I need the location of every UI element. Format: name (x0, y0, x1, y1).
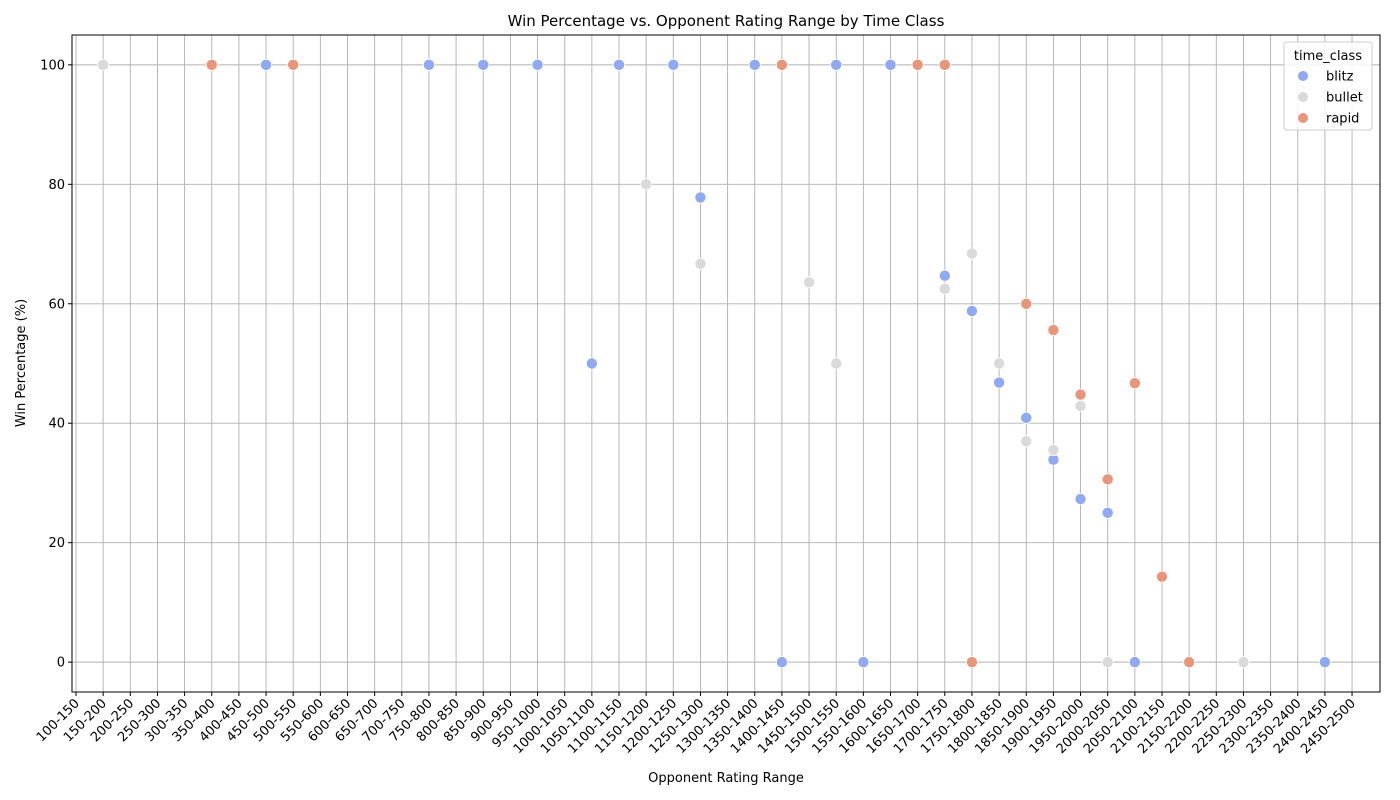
legend-marker-bullet (1298, 92, 1308, 102)
y-tick-label: 100 (40, 58, 65, 73)
point-rapid (1183, 656, 1196, 669)
point-blitz (260, 58, 273, 71)
point-bullet (803, 276, 816, 289)
point-blitz (1020, 411, 1033, 424)
point-rapid (775, 58, 788, 71)
legend: time_class blitz bullet rapid (1283, 41, 1373, 131)
y-axis: 0 20 40 60 80 100 (40, 58, 72, 671)
point-blitz (531, 58, 544, 71)
x-axis-label: Opponent Rating Range (648, 771, 804, 786)
x-axis: 100-150150-200200-250250-300300-350350-4… (34, 692, 1359, 757)
point-blitz (1128, 656, 1141, 669)
point-rapid (205, 58, 218, 71)
point-bullet (993, 357, 1006, 370)
y-tick-label: 20 (48, 536, 65, 551)
chart-title: Win Percentage vs. Opponent Rating Range… (508, 12, 945, 30)
legend-label-bullet: bullet (1326, 91, 1363, 106)
y-tick-label: 0 (57, 656, 65, 671)
data-points (97, 58, 1331, 669)
point-blitz (884, 58, 897, 71)
plot-frame (71, 34, 1381, 693)
point-blitz (965, 304, 978, 317)
point-rapid (965, 656, 978, 669)
point-bullet (694, 257, 707, 270)
point-blitz (694, 191, 707, 204)
point-blitz (748, 58, 761, 71)
point-bullet (1020, 435, 1033, 448)
point-rapid (938, 58, 951, 71)
y-axis-label: Win Percentage (%) (14, 299, 29, 427)
point-blitz (585, 357, 598, 370)
point-rapid (287, 58, 300, 71)
point-blitz (938, 269, 951, 282)
point-bullet (965, 247, 978, 260)
point-blitz (1074, 493, 1087, 506)
point-rapid (1020, 297, 1033, 310)
point-rapid (1074, 388, 1087, 401)
point-bullet (1237, 656, 1250, 669)
legend-marker-blitz (1298, 71, 1308, 81)
y-tick-label: 40 (48, 417, 65, 432)
point-bullet (1047, 444, 1060, 457)
point-bullet (1074, 399, 1087, 412)
point-blitz (857, 656, 870, 669)
point-rapid (1156, 570, 1169, 583)
point-blitz (1101, 506, 1114, 519)
point-rapid (1047, 324, 1060, 337)
y-tick-label: 80 (48, 178, 65, 193)
point-blitz (477, 58, 490, 71)
point-blitz (667, 58, 680, 71)
point-blitz (1318, 656, 1331, 669)
point-blitz (775, 656, 788, 669)
point-bullet (97, 58, 110, 71)
point-blitz (830, 58, 843, 71)
point-blitz (993, 376, 1006, 389)
legend-title: time_class (1294, 49, 1362, 64)
point-blitz (613, 58, 626, 71)
point-blitz (422, 58, 435, 71)
y-tick-label: 60 (48, 297, 65, 312)
legend-label-rapid: rapid (1326, 112, 1359, 127)
legend-box (1283, 41, 1373, 131)
legend-marker-rapid (1298, 113, 1308, 123)
point-bullet (830, 357, 843, 370)
grid-lines (72, 35, 1380, 692)
point-bullet (1101, 656, 1114, 669)
point-bullet (938, 282, 951, 295)
point-rapid (1128, 377, 1141, 390)
point-bullet (640, 178, 653, 191)
legend-label-blitz: blitz (1326, 70, 1354, 85)
point-rapid (1101, 473, 1114, 486)
point-rapid (911, 58, 924, 71)
